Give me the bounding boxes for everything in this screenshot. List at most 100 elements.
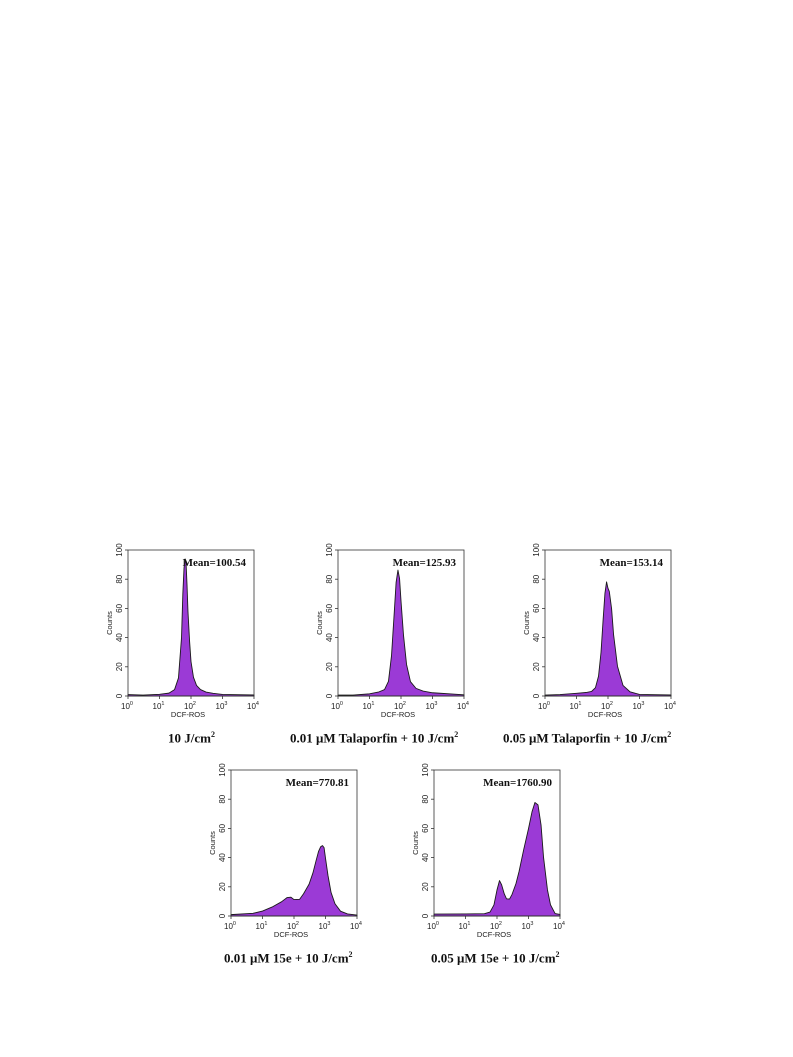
y-tick-label: 20 — [218, 882, 227, 891]
x-axis-title: DCF-ROS — [171, 710, 205, 719]
caption-superscript: 2 — [555, 950, 560, 959]
histogram-area — [127, 558, 255, 697]
y-tick-label: 0 — [325, 693, 334, 698]
y-tick-label: 0 — [218, 913, 227, 918]
y-axis-title: Counts — [315, 611, 324, 635]
y-tick-label: 80 — [421, 794, 430, 803]
histogram-area — [433, 802, 561, 917]
histogram-area — [544, 581, 672, 697]
x-tick-label: 102 — [184, 701, 196, 711]
x-tick-label: 100 — [538, 701, 550, 711]
plot-frame — [230, 769, 358, 917]
y-tick-label: 20 — [115, 662, 124, 671]
x-tick-label: 101 — [256, 921, 268, 931]
x-axis-title: DCF-ROS — [588, 710, 622, 719]
y-tick-label: 60 — [325, 603, 334, 612]
histogram-plot: 0 20 40 60 80 100 100 101 102 103 104 DCF-ROS Counts… — [315, 543, 469, 719]
y-tick-label: 20 — [325, 662, 334, 671]
x-tick-label: 103 — [522, 921, 534, 931]
x-tick-label: 102 — [287, 921, 299, 931]
x-tick-label: 102 — [601, 701, 613, 711]
caption-superscript: 2 — [454, 730, 459, 739]
x-axis-title: DCF-ROS — [274, 930, 308, 939]
caption-text: 10 J/cm — [168, 730, 211, 746]
caption-superscript: 2 — [348, 950, 353, 959]
y-tick-label: 60 — [218, 823, 227, 832]
histogram-panel-3: 0 20 40 60 80 100 100 101 102 103 104 DCF-ROS Counts… — [513, 538, 693, 728]
panel-caption: 0.01 μM 15e + 10 J/cm2 — [224, 950, 353, 966]
x-tick-label: 104 — [553, 921, 565, 931]
histogram-panel-5: 0 20 40 60 80 100 100 101 102 103 104 DCF-ROS Counts… — [402, 758, 582, 948]
caption-text: 0.01 μM Talaporfin + 10 J/cm — [290, 730, 455, 746]
y-axis-title: Counts — [208, 831, 217, 855]
y-tick-label: 100 — [325, 543, 334, 557]
x-tick-label: 103 — [319, 921, 331, 931]
panel-caption: 0.05 μM 15e + 10 J/cm2 — [431, 950, 560, 966]
x-tick-label: 102 — [490, 921, 502, 931]
histogram-area — [337, 569, 465, 697]
caption-text: 0.05 μM Talaporfin + 10 J/cm — [503, 730, 668, 746]
caption-text: 0.05 μM 15e + 10 J/cm — [431, 950, 556, 966]
y-tick-label: 80 — [218, 794, 227, 803]
caption-text: 0.01 μM 15e + 10 J/cm — [224, 950, 349, 966]
y-tick-label: 0 — [421, 913, 430, 918]
x-tick-label: 102 — [394, 701, 406, 711]
y-tick-label: 0 — [115, 693, 124, 698]
y-tick-label: 100 — [532, 543, 541, 557]
panel-caption: 0.05 μM Talaporfin + 10 J/cm2 — [503, 730, 671, 746]
mean-annotation: Mean=770.81 — [286, 777, 349, 789]
y-tick-label: 80 — [532, 574, 541, 583]
y-tick-label: 80 — [115, 574, 124, 583]
y-tick-label: 40 — [218, 853, 227, 862]
y-tick-label: 60 — [532, 603, 541, 612]
y-tick-label: 40 — [532, 633, 541, 642]
x-tick-label: 101 — [153, 701, 165, 711]
histogram-plot: 0 20 40 60 80 100 100 101 102 103 104 DCF-ROS Counts… — [105, 543, 259, 719]
x-tick-label: 100 — [331, 701, 343, 711]
y-tick-label: 0 — [532, 693, 541, 698]
histogram-panel-2: 0 20 40 60 80 100 100 101 102 103 104 DCF-ROS Counts… — [306, 538, 486, 728]
histogram-plot: 0 20 40 60 80 100 100 101 102 103 104 DCF-ROS Counts… — [522, 543, 676, 719]
y-axis-title: Counts — [522, 611, 531, 635]
mean-annotation: Mean=153.14 — [600, 557, 664, 569]
x-tick-label: 101 — [363, 701, 375, 711]
y-tick-label: 20 — [421, 882, 430, 891]
x-tick-label: 103 — [216, 701, 228, 711]
y-axis-title: Counts — [105, 611, 114, 635]
caption-superscript: 2 — [667, 730, 672, 739]
x-tick-label: 104 — [247, 701, 259, 711]
panel-caption: 10 J/cm2 — [168, 730, 215, 746]
x-tick-label: 101 — [459, 921, 471, 931]
mean-annotation: Mean=125.93 — [393, 557, 457, 569]
x-tick-label: 100 — [427, 921, 439, 931]
x-axis-title: DCF-ROS — [381, 710, 415, 719]
x-tick-label: 100 — [121, 701, 133, 711]
x-tick-label: 104 — [664, 701, 676, 711]
histogram-plot: 0 20 40 60 80 100 100 101 102 103 104 DCF-ROS Counts… — [411, 763, 565, 939]
y-tick-label: 100 — [115, 543, 124, 557]
y-tick-label: 40 — [421, 853, 430, 862]
y-tick-label: 20 — [532, 662, 541, 671]
x-tick-label: 103 — [633, 701, 645, 711]
x-tick-label: 103 — [426, 701, 438, 711]
histogram-area — [230, 845, 358, 917]
mean-annotation: Mean=100.54 — [183, 557, 247, 569]
y-tick-label: 100 — [218, 763, 227, 777]
histogram-panel-1: 0 20 40 60 80 100 100 101 102 103 104 DCF-ROS Counts… — [96, 538, 276, 728]
y-tick-label: 60 — [115, 603, 124, 612]
x-tick-label: 104 — [350, 921, 362, 931]
y-tick-label: 100 — [421, 763, 430, 777]
caption-superscript: 2 — [210, 730, 215, 739]
x-tick-label: 104 — [457, 701, 469, 711]
mean-annotation: Mean=1760.90 — [483, 777, 552, 789]
histogram-panel-4: 0 20 40 60 80 100 100 101 102 103 104 DCF-ROS Counts… — [199, 758, 379, 948]
y-axis-title: Counts — [411, 831, 420, 855]
panel-caption: 0.01 μM Talaporfin + 10 J/cm2 — [290, 730, 458, 746]
histogram-plot: 0 20 40 60 80 100 100 101 102 103 104 DCF-ROS Counts… — [208, 763, 362, 939]
y-tick-label: 40 — [325, 633, 334, 642]
y-tick-label: 40 — [115, 633, 124, 642]
x-tick-label: 100 — [224, 921, 236, 931]
x-tick-label: 101 — [570, 701, 582, 711]
y-tick-label: 60 — [421, 823, 430, 832]
